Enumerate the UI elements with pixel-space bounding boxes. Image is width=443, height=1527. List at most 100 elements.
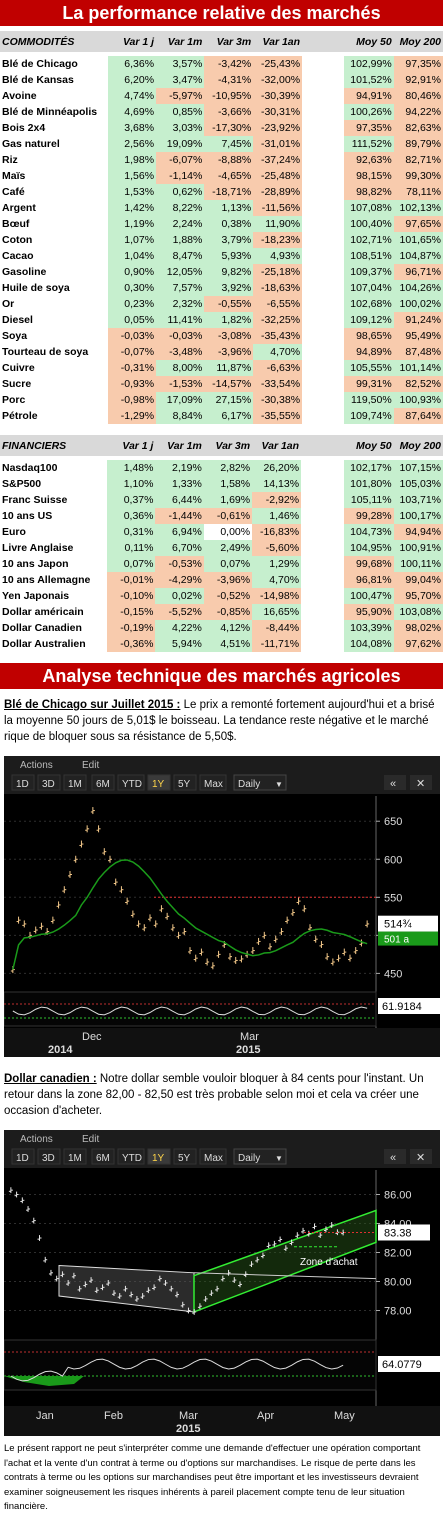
value-cell: -0,10% (107, 588, 156, 604)
range-button-3d[interactable] (37, 774, 61, 791)
back-button[interactable] (384, 1149, 406, 1164)
range-label[interactable]: 3D (42, 779, 55, 790)
value-cell: 2,32% (156, 296, 205, 312)
market-name: Blé de Chicago (0, 56, 109, 72)
range-label[interactable]: 1M (68, 1153, 82, 1164)
table-row: Bois 2x4 3,68% 3,03% -17,30% -23,92% 97,35% 82… (0, 120, 443, 136)
value-cell: -1,14% (156, 168, 205, 184)
value-cell: 102,17% (344, 460, 394, 476)
value-cell: -11,56% (253, 200, 303, 216)
range-label[interactable]: Max (204, 779, 223, 790)
close-button[interactable] (410, 1149, 432, 1164)
range-label[interactable]: 5Y (178, 1153, 191, 1164)
chevron-down-icon: ▼ (275, 1154, 283, 1163)
value-cell: 98,02% (393, 620, 443, 636)
value-cell: 11,41% (156, 312, 205, 328)
value-cell: 111,52% (344, 136, 394, 152)
value-cell: -0,52% (203, 588, 253, 604)
actions-menu[interactable]: Actions (20, 760, 53, 771)
value-cell: 3,79% (204, 232, 254, 248)
range-button-1y[interactable] (147, 774, 171, 791)
value-cell: -0,36% (107, 636, 156, 652)
value-cell: -32,25% (253, 312, 303, 328)
value-cell: 0,00% (203, 524, 253, 540)
range-label[interactable]: 1M (68, 779, 82, 790)
value-cell: 109,12% (344, 312, 394, 328)
range-button-1d[interactable] (11, 774, 35, 791)
range-button-1d[interactable] (11, 1148, 35, 1165)
range-button-max[interactable] (199, 774, 227, 791)
value-cell: -18,71% (204, 184, 254, 200)
value-cell: -3,96% (203, 572, 253, 588)
market-name: Or (0, 296, 109, 312)
edit-menu[interactable]: Edit (82, 760, 99, 771)
range-label[interactable]: 1Y (152, 1153, 165, 1164)
value-cell: -30,39% (253, 88, 303, 104)
range-label[interactable]: 1D (16, 779, 29, 790)
value-cell: 97,35% (393, 56, 443, 72)
value-cell: 6,44% (155, 492, 204, 508)
wheat-paragraph: Blé de Chicago sur Juillet 2015 : Le pri… (4, 697, 440, 745)
value-cell: 82,63% (393, 120, 443, 136)
value-cell: 95,70% (393, 588, 443, 604)
column-header: Var 3m (203, 435, 253, 456)
value-cell: -5,60% (252, 540, 302, 556)
range-button-1m[interactable] (63, 774, 87, 791)
back-icon: « (390, 778, 396, 790)
market-name: Cacao (0, 248, 109, 264)
range-button-5y[interactable] (173, 774, 197, 791)
range-button-max[interactable] (199, 1148, 227, 1165)
section-title: FINANCIERS (0, 435, 108, 456)
value-cell: 95,90% (344, 604, 394, 620)
value-cell: 107,15% (393, 460, 443, 476)
x-month-label: Dec (82, 1031, 102, 1043)
range-label[interactable]: YTD (122, 779, 142, 790)
value-cell: 6,70% (155, 540, 204, 556)
range-button-6m[interactable] (91, 774, 115, 791)
value-cell: -25,43% (253, 56, 303, 72)
y-tick-label: 86.00 (384, 1190, 412, 1202)
value-cell: 107,08% (344, 200, 394, 216)
period-dropdown[interactable] (233, 774, 287, 791)
column-header: Var 1an (253, 31, 303, 52)
value-cell: 104,95% (344, 540, 394, 556)
value-cell: 101,52% (344, 72, 394, 88)
range-button-5y[interactable] (173, 1148, 197, 1165)
value-cell: 16,65% (252, 604, 302, 620)
range-button-ytd[interactable] (117, 1148, 145, 1165)
edit-menu[interactable]: Edit (82, 1134, 99, 1145)
value-cell: 92,63% (344, 152, 394, 168)
value-cell: 105,55% (344, 360, 394, 376)
value-cell: 3,47% (156, 72, 205, 88)
value-cell: 89,79% (393, 136, 443, 152)
value-cell: 1,88% (156, 232, 205, 248)
value-cell: -3,48% (156, 344, 205, 360)
range-label[interactable]: 1D (16, 1153, 29, 1164)
range-label[interactable]: YTD (122, 1153, 142, 1164)
value-cell: 1,07% (108, 232, 157, 248)
close-button[interactable] (410, 775, 432, 790)
value-cell: -4,29% (155, 572, 204, 588)
actions-menu[interactable]: Actions (20, 1134, 53, 1145)
range-label[interactable]: 6M (96, 779, 110, 790)
period-dropdown[interactable] (233, 1148, 287, 1165)
range-button-1m[interactable] (63, 1148, 87, 1165)
range-label[interactable]: Max (204, 1153, 223, 1164)
value-cell: 4,74% (108, 88, 157, 104)
value-cell: 91,24% (393, 312, 443, 328)
value-cell: 103,71% (393, 492, 443, 508)
range-label[interactable]: 5Y (178, 779, 191, 790)
range-label[interactable]: 6M (96, 1153, 110, 1164)
value-cell: -30,31% (253, 104, 303, 120)
range-label[interactable]: 1Y (152, 779, 165, 790)
range-label[interactable]: 3D (42, 1153, 55, 1164)
value-cell: -0,61% (203, 508, 253, 524)
table-row: Avoine 4,74% -5,97% -10,95% -30,39% 94,91% 80,… (0, 88, 443, 104)
range-button-ytd[interactable] (117, 774, 145, 791)
column-header: Var 3m (204, 31, 254, 52)
range-button-1y[interactable] (147, 1148, 171, 1165)
value-cell: 95,49% (393, 328, 443, 344)
range-button-6m[interactable] (91, 1148, 115, 1165)
range-button-3d[interactable] (37, 1148, 61, 1165)
back-button[interactable] (384, 775, 406, 790)
